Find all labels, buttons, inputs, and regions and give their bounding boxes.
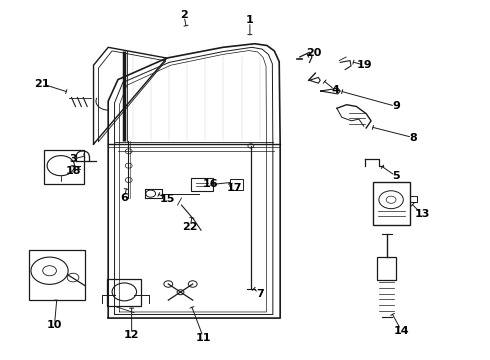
Text: 9: 9 [392, 102, 400, 112]
Text: 17: 17 [226, 183, 242, 193]
Bar [377, 257, 396, 280]
Text: 21: 21 [34, 79, 50, 89]
Text: 1: 1 [246, 15, 254, 26]
Text: 8: 8 [410, 133, 417, 143]
Text: 22: 22 [183, 222, 198, 231]
Text: 4: 4 [331, 85, 340, 95]
Bar [230, 179, 243, 190]
Text: 18: 18 [65, 166, 81, 176]
Bar [373, 182, 410, 225]
Text: 12: 12 [124, 330, 139, 340]
Text: 14: 14 [393, 325, 409, 336]
Text: 3: 3 [69, 154, 77, 164]
Text: 11: 11 [196, 333, 211, 343]
Text: 16: 16 [203, 179, 219, 189]
Bar [107, 279, 142, 306]
Text: 13: 13 [414, 209, 430, 219]
Bar [44, 149, 84, 184]
Text: 5: 5 [392, 171, 400, 181]
Text: 15: 15 [160, 194, 175, 204]
Text: 2: 2 [180, 10, 188, 20]
Text: 10: 10 [47, 320, 62, 330]
Bar [191, 178, 213, 191]
Text: 7: 7 [256, 289, 264, 299]
Text: 6: 6 [121, 193, 128, 203]
Text: 19: 19 [357, 60, 372, 70]
Bar [29, 250, 85, 300]
Text: 20: 20 [306, 48, 321, 58]
